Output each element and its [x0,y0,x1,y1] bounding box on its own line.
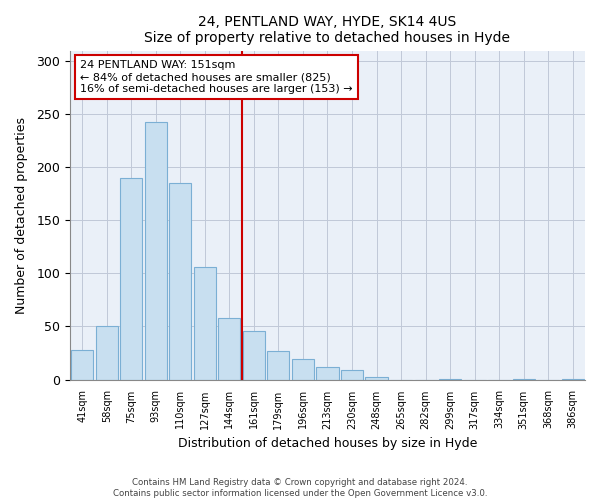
Bar [243,330,265,380]
Bar [365,378,388,380]
Bar [562,378,584,380]
Bar [145,122,167,380]
Bar [512,378,535,380]
Text: 24 PENTLAND WAY: 151sqm
← 84% of detached houses are smaller (825)
16% of semi-d: 24 PENTLAND WAY: 151sqm ← 84% of detache… [80,60,353,94]
Bar [71,350,93,380]
Bar [194,267,216,380]
Bar [218,318,241,380]
Bar [95,326,118,380]
Bar [341,370,363,380]
Bar [439,378,461,380]
Bar [268,351,289,380]
Bar [169,183,191,380]
Y-axis label: Number of detached properties: Number of detached properties [15,116,28,314]
Bar [292,360,314,380]
Title: 24, PENTLAND WAY, HYDE, SK14 4US
Size of property relative to detached houses in: 24, PENTLAND WAY, HYDE, SK14 4US Size of… [145,15,511,45]
Text: Contains HM Land Registry data © Crown copyright and database right 2024.
Contai: Contains HM Land Registry data © Crown c… [113,478,487,498]
Bar [120,178,142,380]
X-axis label: Distribution of detached houses by size in Hyde: Distribution of detached houses by size … [178,437,477,450]
Bar [316,367,338,380]
